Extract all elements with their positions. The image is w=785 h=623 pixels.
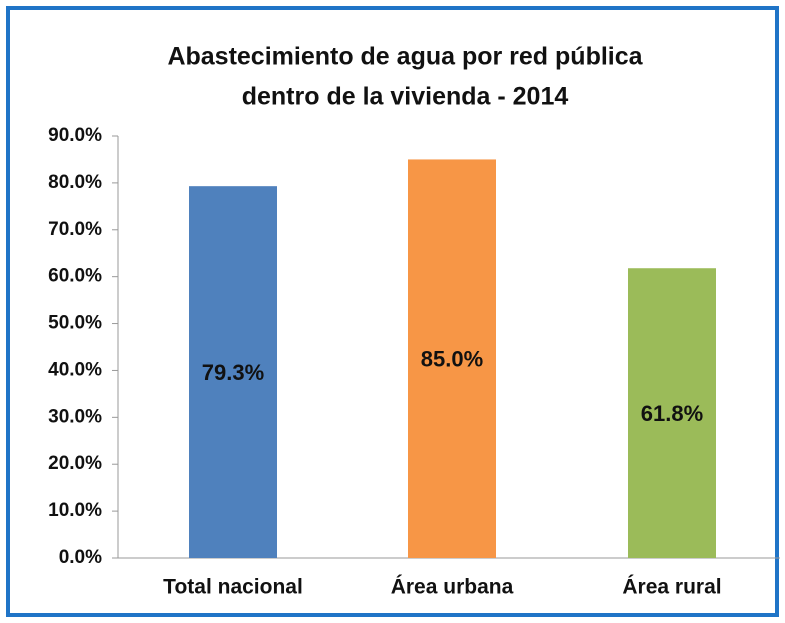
- y-tick-label: 70.0%: [48, 219, 102, 240]
- data-label: 79.3%: [202, 360, 264, 385]
- y-tick-label: 90.0%: [48, 125, 102, 146]
- y-tick-label: 0.0%: [59, 547, 102, 568]
- x-tick-label: Área rural: [622, 576, 721, 599]
- y-tick-label: 60.0%: [48, 266, 102, 287]
- chart-title: dentro de la vivienda - 2014: [242, 83, 569, 111]
- y-tick-label: 20.0%: [48, 453, 102, 474]
- y-tick-label: 80.0%: [48, 172, 102, 193]
- data-label: 61.8%: [641, 401, 703, 426]
- x-tick-label: Total nacional: [163, 576, 303, 599]
- data-label: 85.0%: [421, 347, 483, 372]
- bar: [408, 159, 496, 558]
- y-tick-label: 50.0%: [48, 313, 102, 334]
- y-tick-label: 40.0%: [48, 359, 102, 380]
- bar: [628, 268, 716, 558]
- chart-title: Abastecimiento de agua por red pública: [167, 43, 643, 71]
- y-tick-label: 30.0%: [48, 406, 102, 427]
- y-tick-label: 10.0%: [48, 500, 102, 521]
- x-tick-label: Área urbana: [391, 576, 514, 599]
- bar: [189, 186, 277, 558]
